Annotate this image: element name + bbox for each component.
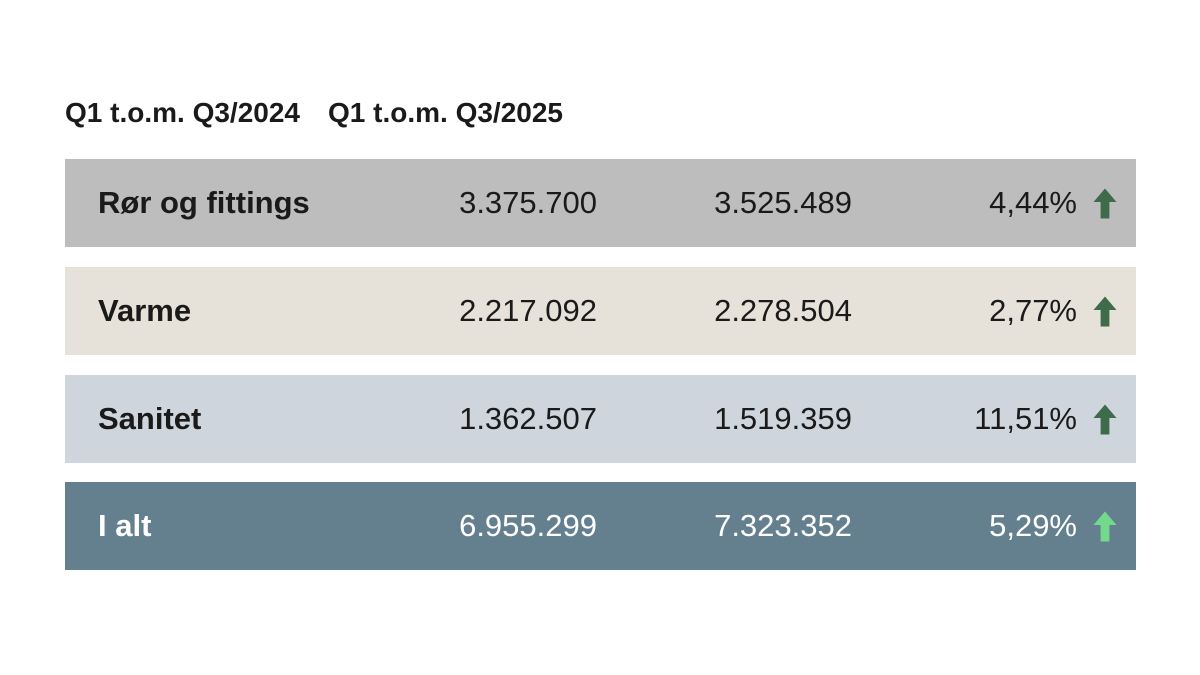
change-percent: 5,29% — [989, 508, 1077, 543]
trend-up-icon — [1093, 296, 1117, 327]
table-row-varme: Varme 2.217.092 2.278.504 2,77% — [65, 267, 1136, 355]
value-2024: 3.375.700 — [459, 185, 597, 220]
period-header-2024: Q1 t.o.m. Q3/2024 — [65, 97, 300, 128]
period-header-2025: Q1 t.o.m. Q3/2025 — [328, 97, 563, 128]
category-comparison-table: Rør og fittings 3.375.700 3.525.489 4,44… — [65, 159, 1136, 570]
value-2024: 6.955.299 — [459, 508, 597, 543]
value-2025: 7.323.352 — [714, 508, 852, 543]
value-2025: 3.525.489 — [714, 185, 852, 220]
trend-up-icon — [1093, 404, 1117, 435]
row-label: Varme — [98, 293, 192, 328]
change-percent: 4,44% — [989, 185, 1077, 220]
table-row-sanitet: Sanitet 1.362.507 1.519.359 11,51% — [65, 375, 1136, 463]
value-2025: 1.519.359 — [714, 401, 852, 436]
trend-up-icon — [1093, 511, 1117, 542]
value-2025: 2.278.504 — [714, 293, 852, 328]
change-percent: 2,77% — [989, 293, 1077, 328]
value-2024: 2.217.092 — [459, 293, 597, 328]
value-2024: 1.362.507 — [459, 401, 597, 436]
table-row-ror-og-fittings: Rør og fittings 3.375.700 3.525.489 4,44… — [65, 159, 1136, 247]
row-label: I alt — [98, 508, 152, 543]
trend-up-icon — [1093, 188, 1117, 219]
row-label: Rør og fittings — [98, 185, 310, 220]
row-label: Sanitet — [98, 401, 202, 436]
change-percent: 11,51% — [974, 401, 1077, 436]
period-header: Q1 t.o.m. Q3/2024 Q1 t.o.m. Q3/2025 — [65, 97, 563, 129]
table-row-i-alt-total: I alt 6.955.299 7.323.352 5,29% — [65, 482, 1136, 570]
